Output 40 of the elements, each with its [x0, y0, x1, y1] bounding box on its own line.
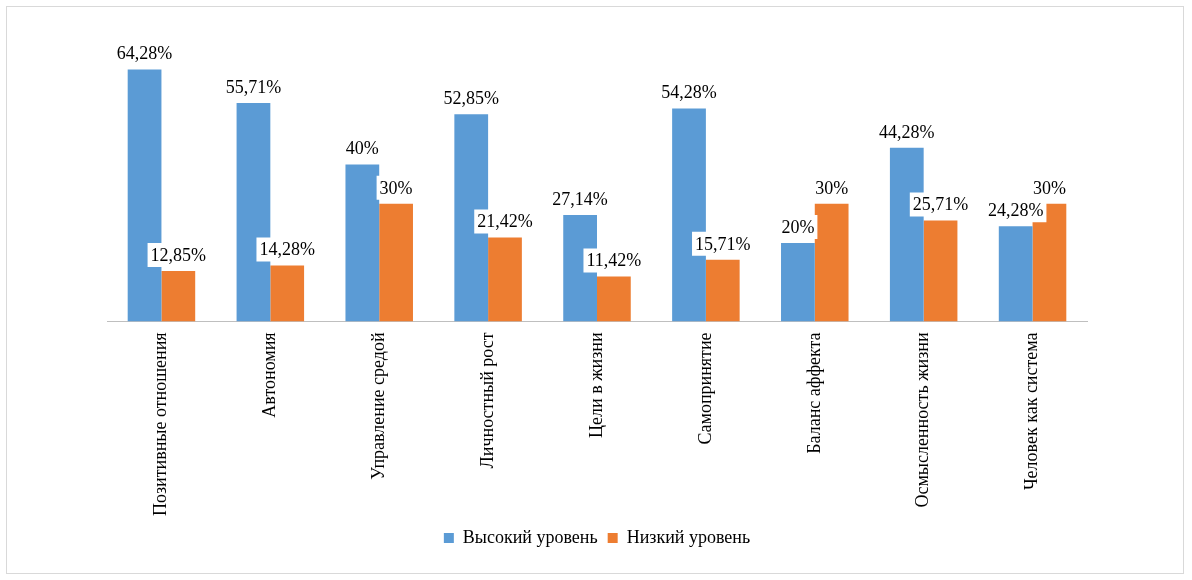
x-tick-label: Автономия	[259, 332, 280, 418]
x-tick-label: Баланс аффекта	[803, 332, 824, 454]
bar	[161, 271, 196, 322]
data-label: 25,71%	[912, 194, 969, 215]
bar	[998, 226, 1033, 322]
x-tick-label: Цели в жизни	[585, 332, 606, 438]
data-label: 52,85%	[443, 87, 499, 108]
bar	[597, 276, 631, 322]
legend-label: Низкий уровень	[626, 526, 751, 547]
bar	[923, 220, 958, 322]
bar	[705, 259, 740, 322]
data-label: 11,42%	[586, 250, 642, 271]
data-label: 30%	[1032, 177, 1066, 198]
data-label: 27,14%	[552, 188, 608, 209]
data-label: 14,28%	[259, 239, 315, 260]
data-label: 54,28%	[661, 82, 717, 103]
data-label: 15,71%	[695, 233, 751, 254]
data-label: 55,71%	[225, 76, 282, 97]
x-tick-label: Человек как система	[1021, 332, 1042, 491]
x-tick-label: Личностный рост	[476, 332, 497, 469]
bar	[345, 164, 380, 322]
data-label: 21,42%	[477, 211, 533, 232]
x-tick-label: Осмысленность жизни	[912, 332, 933, 508]
x-tick-label: Позитивные отношения	[150, 332, 171, 517]
bar	[270, 265, 305, 322]
legend-label: Высокий уровень	[462, 526, 598, 547]
x-tick-label: Самопринятие	[694, 332, 715, 445]
data-label: 12,85%	[150, 244, 207, 265]
data-label: 24,28%	[987, 199, 1044, 220]
x-tick-label: Управление средой	[367, 332, 388, 480]
data-label: 44,28%	[879, 121, 935, 142]
bar	[488, 237, 522, 322]
bar	[814, 203, 849, 322]
data-label: 30%	[379, 177, 413, 198]
data-label: 64,28%	[116, 43, 173, 64]
data-label: 30%	[815, 177, 849, 198]
bar	[379, 203, 413, 322]
data-label: 20%	[781, 216, 815, 237]
bar	[781, 242, 815, 322]
data-label: 40%	[345, 138, 379, 159]
